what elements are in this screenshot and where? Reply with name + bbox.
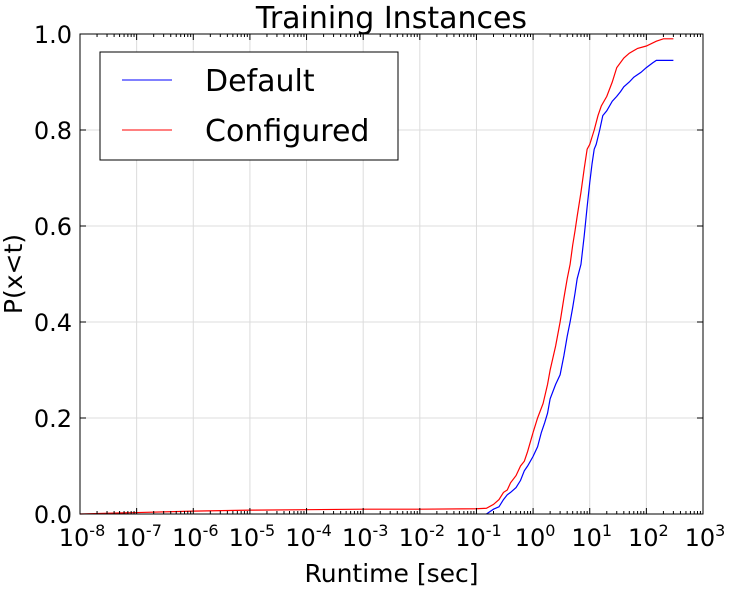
x-tick-label: 10-5 (229, 521, 276, 552)
y-tick-label: 0.8 (34, 117, 72, 145)
legend: Default Configured (99, 51, 399, 161)
x-tick-label: 10-8 (59, 521, 106, 552)
y-tick-label: 0.6 (34, 213, 72, 241)
x-tick-label: 10-6 (172, 521, 219, 552)
x-tick-label: 10-1 (455, 521, 502, 552)
tick-labels: 0.0 0.2 0.4 0.6 0.8 1.0 10-8 10-7 10-6 10-5 10-4 10… (34, 21, 726, 552)
y-tick-label: 0.0 (34, 501, 72, 529)
legend-box (99, 51, 399, 161)
y-tick-label: 0.2 (34, 405, 72, 433)
x-tick-label: 100 (515, 521, 556, 552)
chart-title: Training Instances (255, 1, 527, 36)
axis-ticks (79, 33, 704, 515)
series-line-default (486, 59, 674, 515)
y-tick-label: 0.4 (34, 309, 72, 337)
x-tick-label: 10-3 (342, 521, 389, 552)
series-lines (79, 38, 674, 515)
x-tick-label: 10-2 (399, 521, 446, 552)
x-tick-label: 103 (685, 521, 726, 552)
x-tick-label: 102 (628, 521, 669, 552)
plot-frame (79, 33, 704, 515)
x-tick-label: 10-7 (115, 521, 162, 552)
x-tick-label: 10-4 (285, 521, 332, 552)
legend-label-configured: Configured (205, 114, 369, 149)
legend-label-default: Default (205, 64, 315, 99)
series-line-configured (79, 38, 674, 515)
y-axis-label: P(x<t) (0, 234, 28, 314)
x-axis-label: Runtime [sec] (304, 559, 478, 588)
x-tick-label: 101 (571, 521, 612, 552)
y-tick-label: 1.0 (34, 21, 72, 49)
